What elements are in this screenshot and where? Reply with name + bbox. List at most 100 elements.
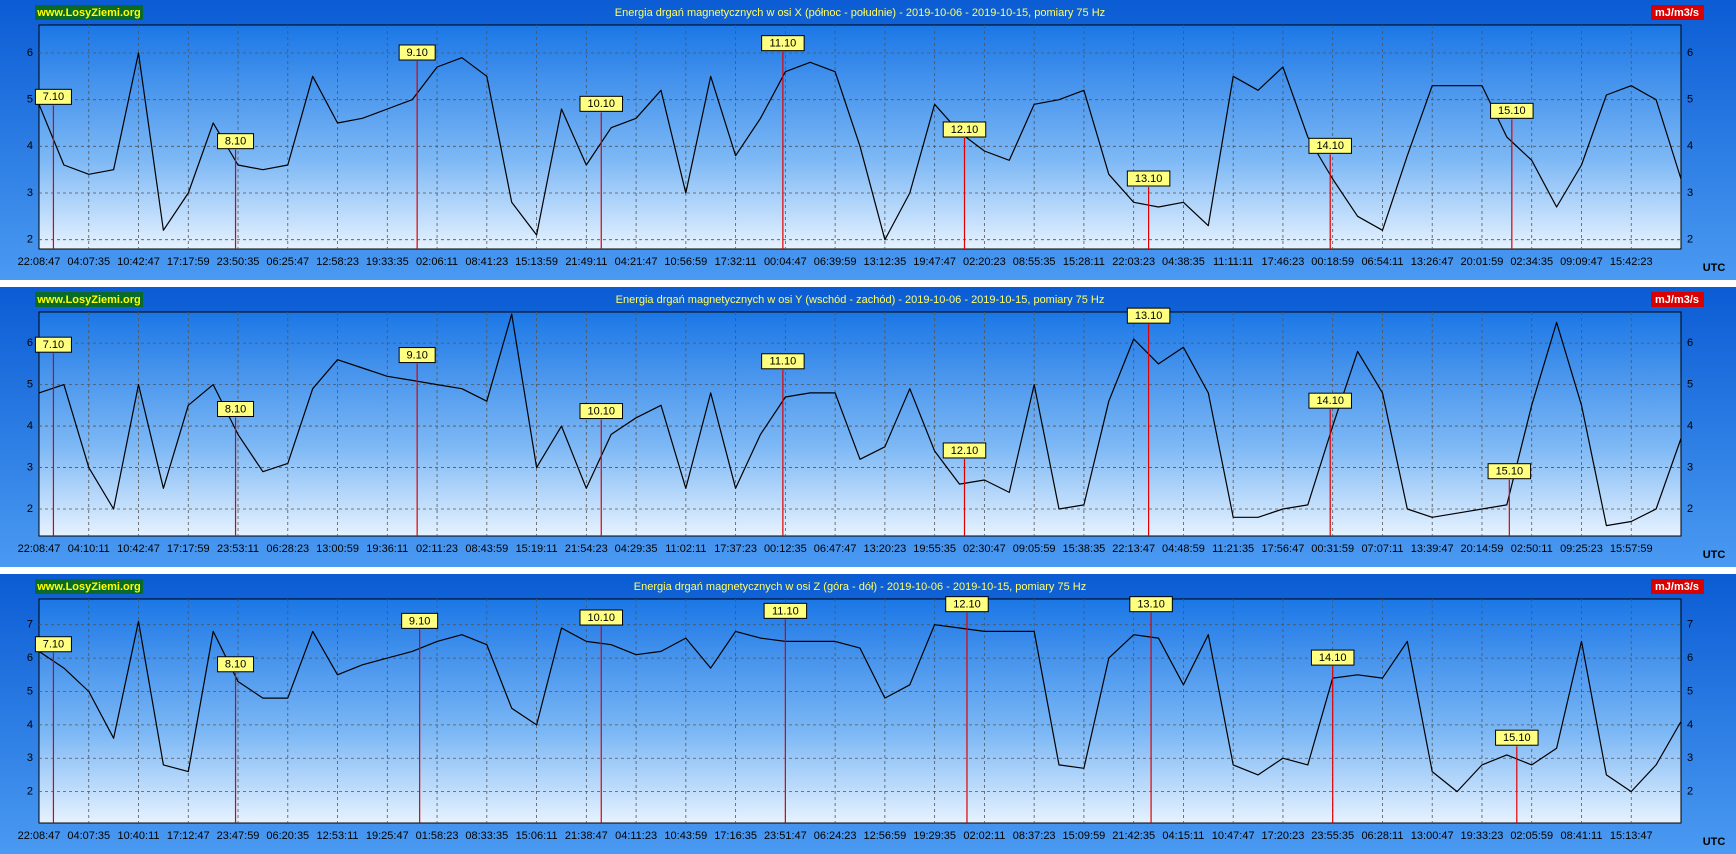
x-tick-label: 06:24:23 [814,830,857,842]
y-tick-label-right: 5 [1687,94,1693,106]
day-label-box [398,347,436,364]
y-tick-label-right: 5 [1687,685,1693,697]
x-tick-label: 17:32:11 [715,256,757,268]
day-label: 10.10 [587,612,615,624]
x-unit: UTC [1703,836,1726,848]
brand-box [35,579,143,594]
day-label: 15.10 [1496,466,1524,478]
day-label: 8.10 [225,403,246,415]
plot-area [38,598,1682,824]
x-tick-label: 15:13:59 [515,256,558,268]
x-tick-label: 10:56:59 [664,256,707,268]
unit-box [1651,5,1704,20]
panel: 2 2 3 3 4 4 5 5 6 6 7 7 22:08:47 04:07:35 10:40:11 17:1… [0,574,1736,854]
y-tick-label-right: 3 [1687,187,1693,199]
day-label-box [1487,463,1532,480]
x-tick-label: 17:20:23 [1262,830,1305,842]
y-tick-label: 6 [27,337,33,349]
day-label: 8.10 [225,659,246,671]
x-tick-label: 00:31:59 [1311,543,1354,555]
x-tick-label: 06:20:35 [266,830,309,842]
x-tick-label: 12:56:59 [863,830,906,842]
x-tick-label: 08:33:35 [465,830,508,842]
unit-box [1651,292,1704,307]
x-unit: UTC [1703,549,1726,561]
x-tick-label: 11:02:11 [665,543,706,555]
day-label: 7.10 [43,339,64,351]
day-label: 7.10 [43,91,64,103]
x-tick-label: 04:29:35 [615,543,658,555]
unit: mJ/m3/s [1655,581,1699,593]
x-tick-label: 22:13:47 [1112,543,1155,555]
day-label-box [579,403,624,420]
x-tick-label: 13:00:47 [1411,830,1454,842]
y-tick-label: 5 [27,378,33,390]
x-tick-label: 20:14:59 [1461,543,1504,555]
x-tick-label: 11:11:11 [1213,256,1253,268]
brand: www.LosyZiemi.org [36,294,141,306]
x-tick-label: 08:43:59 [465,543,508,555]
x-tick-label: 17:12:47 [167,830,210,842]
x-tick-label: 12:58:23 [316,256,359,268]
y-tick-label-right: 2 [1687,234,1693,246]
x-tick-label: 21:54:23 [565,543,608,555]
x-tick-label: 19:25:47 [366,830,409,842]
y-tick-label: 5 [27,94,33,106]
day-label-box [761,35,805,52]
x-tick-label: 19:33:35 [366,256,409,268]
day-label: 14.10 [1316,395,1344,407]
x-tick-label: 15:19:11 [516,543,558,555]
x-tick-label: 13:12:35 [863,256,906,268]
day-label: 7.10 [43,639,64,651]
x-tick-label: 17:37:23 [714,543,757,555]
y-tick-label-right: 5 [1687,378,1693,390]
y-tick-label-right: 4 [1687,420,1693,432]
x-tick-label: 04:10:11 [68,543,110,555]
x-tick-label: 17:17:59 [167,543,210,555]
day-label: 13.10 [1137,599,1165,611]
x-tick-label: 04:38:35 [1162,256,1205,268]
data-line [38,313,1682,527]
day-label-box [763,602,808,619]
x-tick-label: 00:12:35 [764,543,807,555]
x-tick-label: 04:15:11 [1162,830,1204,842]
x-tick-label: 02:02:11 [963,830,1005,842]
x-tick-label: 08:55:35 [1013,256,1056,268]
day-label-box [1126,170,1171,187]
day-label-box [1129,596,1173,613]
day-label: 14.10 [1319,652,1347,664]
x-tick-label: 15:06:11 [516,830,558,842]
chart-title: Energia drgań magnetycznych w osi Y (wsc… [616,294,1105,306]
x-tick-label: 10:40:11 [118,830,160,842]
day-label-box [34,88,72,105]
day-label-box [401,612,439,629]
day-label: 10.10 [587,98,615,110]
day-label-box [1310,649,1355,666]
x-tick-label: 00:18:59 [1311,256,1354,268]
day-label: 9.10 [409,615,430,627]
x-tick-label: 13:00:59 [316,543,359,555]
day-label: 13.10 [1135,173,1163,185]
day-label-box [398,44,436,61]
x-tick-label: 17:17:59 [167,256,210,268]
y-tick-label: 2 [27,503,33,515]
brand: www.LosyZiemi.org [36,581,141,593]
x-tick-label: 13:26:47 [1411,256,1454,268]
x-tick-label: 13:39:47 [1411,543,1454,555]
brand-box [35,292,143,307]
x-tick-label: 06:25:47 [266,256,309,268]
x-tick-label: 23:50:35 [217,256,260,268]
x-tick-label: 10:42:47 [117,256,160,268]
y-tick-label-right: 4 [1687,140,1693,152]
day-label-box [942,442,987,459]
y-tick-label-right: 3 [1687,461,1693,473]
x-tick-label: 10:43:59 [664,830,707,842]
x-tick-label: 04:21:47 [615,256,658,268]
x-tick-label: 09:25:23 [1560,543,1603,555]
day-label: 12.10 [951,124,979,136]
x-tick-label: 20:01:59 [1461,256,1504,268]
x-tick-label: 04:48:59 [1162,543,1205,555]
y-tick-label: 7 [27,619,33,631]
day-label-box [1308,137,1352,154]
